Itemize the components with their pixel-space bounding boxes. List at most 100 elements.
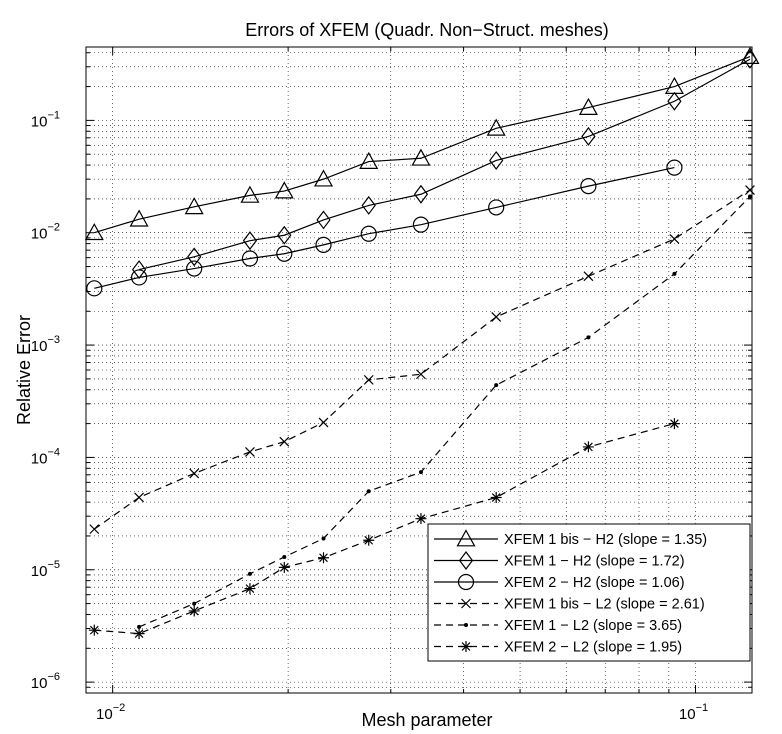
data-point: [413, 184, 429, 204]
tick-label-exponent: −2: [47, 222, 60, 234]
x-tick-label: 10−2: [96, 702, 125, 723]
data-point: [586, 335, 591, 340]
data-point: [456, 529, 476, 547]
legend-label: XFEM 1 − L2 (slope = 3.65): [504, 618, 682, 634]
tick-label-exponent: −2: [113, 702, 126, 714]
legend-entry: XFEM 1 − H2 (slope = 1.72): [434, 551, 685, 570]
data-point: [318, 417, 329, 428]
data-point: [742, 49, 758, 69]
data-point: [134, 492, 145, 503]
legend-entry: XFEM 2 − L2 (slope = 1.95): [434, 640, 682, 656]
data-point: [131, 260, 147, 280]
legend-entry: XFEM 1 bis − L2 (slope = 2.61): [434, 597, 705, 613]
data-point: [242, 231, 258, 251]
data-point: [489, 150, 504, 170]
series-6: [88, 418, 680, 640]
data-point: [89, 524, 100, 535]
series-4: [89, 185, 755, 535]
axis-ticks: 10−2 10−110−610−510−410−310−210−1: [31, 47, 752, 723]
data-point: [316, 210, 331, 230]
data-point: [187, 247, 202, 267]
data-point: [457, 573, 475, 591]
data-point: [274, 181, 294, 199]
data-point: [494, 383, 499, 388]
data-point: [84, 222, 104, 241]
data-point: [582, 441, 594, 453]
tick-label-exponent: −1: [47, 109, 60, 121]
data-point: [669, 234, 680, 244]
data-point: [189, 468, 200, 479]
data-point: [188, 605, 200, 617]
data-point: [667, 91, 682, 111]
series-line: [94, 55, 751, 234]
tick-label-base: 10: [31, 450, 48, 467]
series-2: [131, 49, 758, 280]
data-point: [247, 571, 252, 576]
tick-label-base: 10: [31, 226, 48, 243]
data-point: [745, 185, 755, 195]
y-tick-label: 10−4: [31, 446, 60, 467]
data-point: [664, 76, 684, 94]
data-point: [244, 583, 256, 595]
series-line: [93, 189, 751, 530]
data-point: [88, 624, 100, 636]
tick-label-base: 10: [31, 338, 48, 355]
legend-label: XFEM 2 − L2 (slope = 1.95): [504, 640, 682, 656]
data-point: [186, 260, 203, 277]
data-point: [240, 185, 260, 203]
series-1: [84, 46, 760, 241]
legend-label: XFEM 1 − H2 (slope = 1.72): [504, 554, 685, 570]
data-point: [491, 312, 502, 322]
data-point: [129, 209, 149, 227]
series-layer: [84, 46, 760, 640]
data-point: [282, 554, 287, 559]
data-point: [279, 436, 290, 447]
data-point: [133, 628, 145, 640]
tick-label-base: 10: [679, 706, 696, 723]
data-point: [668, 418, 680, 430]
data-point: [313, 169, 334, 187]
data-point: [315, 236, 332, 253]
y-tick-label: 10−6: [31, 671, 60, 692]
data-point: [137, 624, 142, 629]
legend-entry: XFEM 2 − H2 (slope = 1.06): [434, 573, 685, 591]
data-point: [360, 225, 377, 242]
data-point: [578, 97, 598, 115]
legend-entry: XFEM 1 − L2 (slope = 3.65): [434, 618, 682, 634]
data-point: [583, 271, 594, 282]
data-point: [276, 245, 293, 262]
data-point: [461, 598, 471, 609]
data-point: [318, 552, 330, 564]
data-point: [363, 374, 374, 385]
x-tick-label: 10−1: [679, 702, 708, 723]
tick-label-base: 10: [31, 563, 48, 580]
data-point: [86, 280, 103, 297]
data-point: [458, 551, 474, 570]
legend-label: XFEM 1 bis − L2 (slope = 2.61): [504, 597, 705, 613]
data-point: [672, 271, 677, 276]
series-5: [137, 194, 752, 629]
tick-label-exponent: −5: [47, 559, 60, 571]
data-point: [580, 178, 597, 195]
data-point: [130, 269, 148, 286]
tick-label-base: 10: [96, 706, 113, 723]
data-point: [361, 195, 376, 215]
legend-box: [427, 523, 751, 662]
tick-label-exponent: −3: [47, 334, 60, 346]
data-point: [464, 623, 468, 627]
data-point: [460, 641, 472, 652]
data-point: [666, 159, 683, 176]
y-axis-label: Relative Error: [14, 315, 34, 425]
data-point: [488, 199, 505, 216]
series-line: [94, 167, 675, 289]
y-tick-label: 10−1: [31, 109, 60, 130]
legend-label: XFEM 1 bis − H2 (slope = 1.35): [504, 532, 707, 548]
data-point: [359, 151, 379, 169]
data-point: [321, 536, 326, 541]
y-tick-label: 10−3: [31, 334, 60, 355]
legend-label: XFEM 2 − H2 (slope = 1.06): [504, 575, 685, 591]
data-point: [418, 470, 423, 475]
chart-title: Errors of XFEM (Quadr. Non−Struct. meshe…: [245, 20, 609, 40]
data-point: [363, 534, 375, 546]
legend: XFEM 1 bis − H2 (slope = 1.35) XFEM 1 − H…: [427, 523, 751, 662]
